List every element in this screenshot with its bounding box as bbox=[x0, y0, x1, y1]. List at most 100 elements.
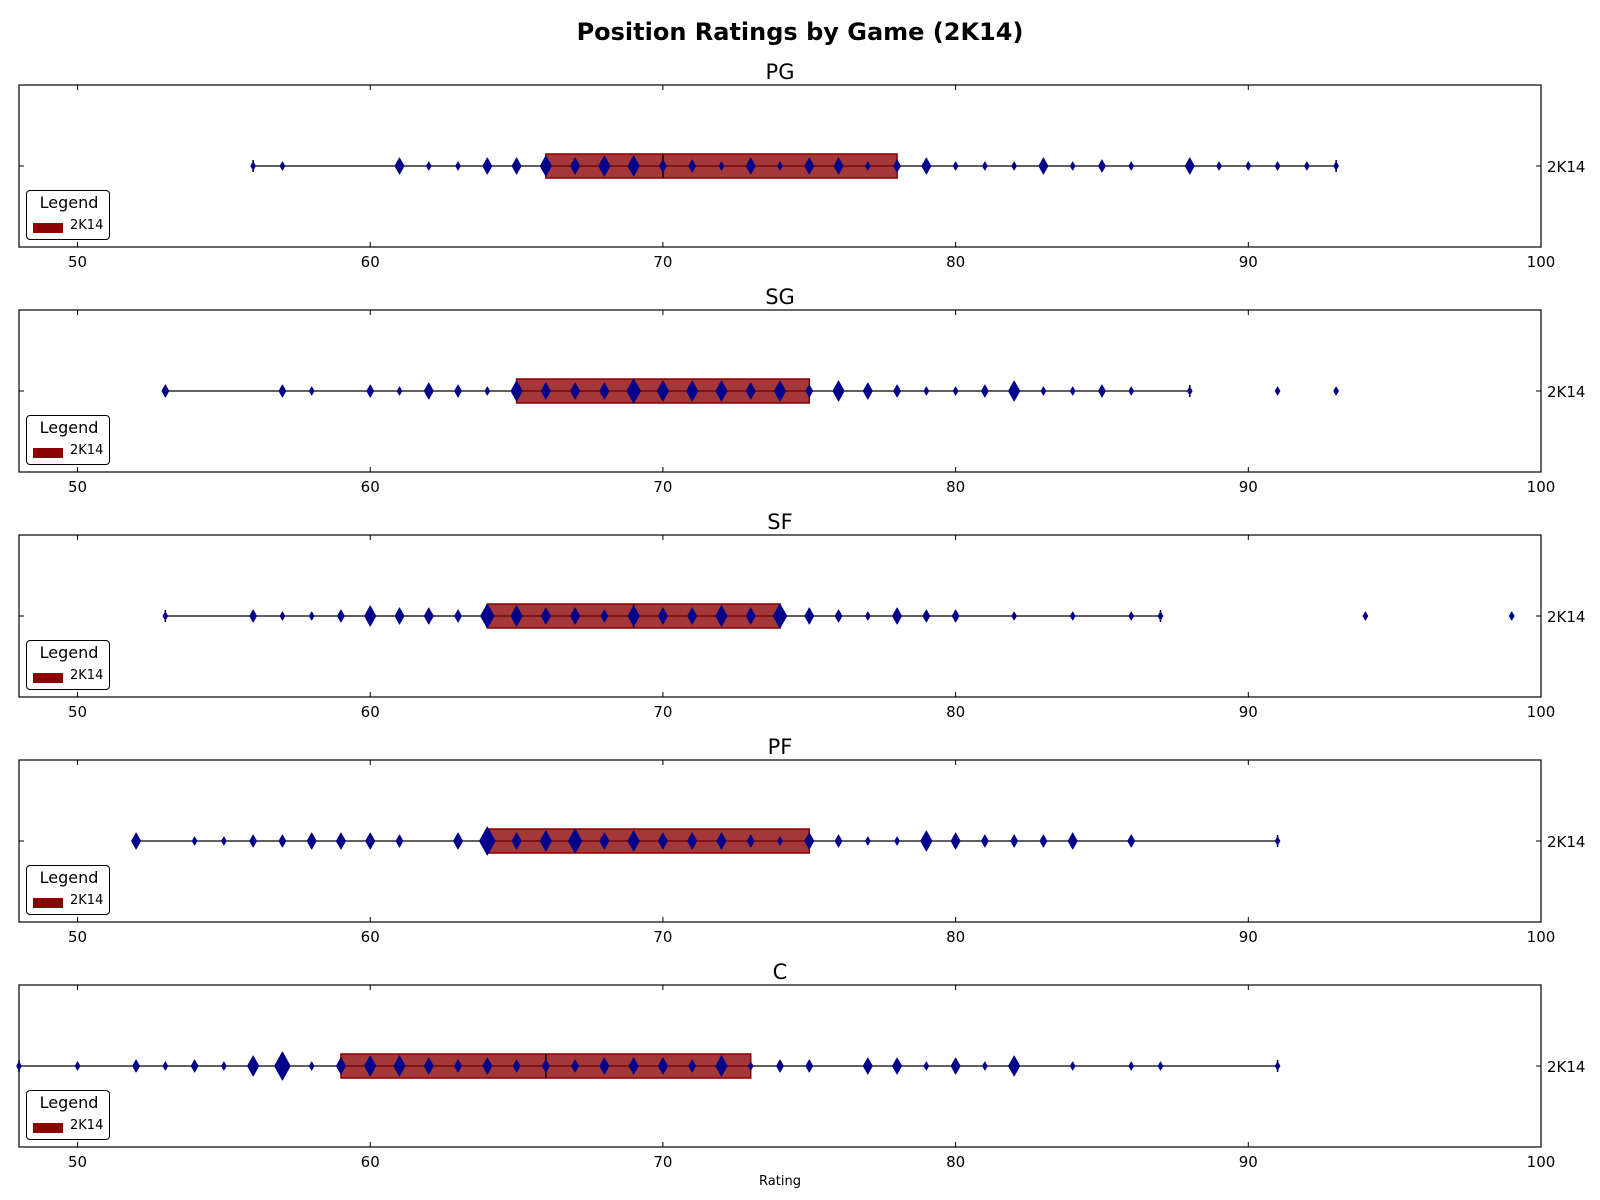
panel-pg-rating-marker bbox=[718, 161, 725, 171]
panel-sg-rating-marker bbox=[1333, 386, 1340, 396]
legend-entry-label: 2K14 bbox=[70, 443, 104, 458]
panel-pf-xtick-label: 90 bbox=[1239, 928, 1258, 946]
panel-sf-rating-marker bbox=[510, 604, 523, 628]
panel-c-rating-marker bbox=[657, 1056, 669, 1076]
panel-sf-rating-marker bbox=[745, 606, 756, 626]
panel-pf-xtick-label: 70 bbox=[653, 928, 672, 946]
panel-pg-rating-marker bbox=[394, 156, 405, 176]
panel-pf-rating-marker bbox=[452, 831, 464, 851]
panel-pg-legend: Legend 2K14 bbox=[26, 190, 110, 240]
panel-c-rating-marker bbox=[16, 1061, 22, 1071]
panel-sf-title: SF bbox=[767, 510, 792, 534]
panel-pg-xtick-label: 90 bbox=[1239, 253, 1258, 271]
panel-pf-rating-marker bbox=[716, 831, 727, 851]
panel-sg-rating-marker bbox=[484, 386, 491, 396]
panel-pg-rating-marker bbox=[455, 161, 461, 171]
panel-sg-rating-marker bbox=[396, 386, 403, 396]
panel-sf-rating-marker bbox=[772, 602, 788, 630]
panel-sf-xtick-label: 70 bbox=[653, 703, 672, 721]
panel-sg-rating-marker bbox=[626, 377, 641, 405]
panel-pf-rating-marker bbox=[478, 825, 496, 857]
panel-sg-rating-marker bbox=[656, 379, 670, 403]
panel-c-rating-marker bbox=[454, 1058, 463, 1074]
panel-c-rating-marker bbox=[541, 1058, 550, 1074]
panel-pf-rating-marker bbox=[627, 829, 640, 853]
legend-entry-label: 2K14 bbox=[70, 668, 104, 683]
panel-c-rating-marker bbox=[132, 1058, 141, 1074]
panel-sf-rating-marker bbox=[394, 606, 405, 626]
panel-pf-rating-marker bbox=[746, 833, 755, 849]
panel-c-rating-marker bbox=[74, 1061, 81, 1071]
panel-pf-rating-marker bbox=[365, 831, 376, 851]
panel-pg-xtick-label: 80 bbox=[946, 253, 965, 271]
panel-c-rating-marker bbox=[364, 1054, 377, 1078]
panel-sg-xtick-label: 50 bbox=[68, 478, 87, 496]
panel-pg-rating-marker bbox=[250, 161, 257, 171]
panel-pf-legend: Legend 2K14 bbox=[26, 865, 110, 915]
panel-pg-rating-marker bbox=[425, 161, 432, 171]
panel-sg-xtick-label: 60 bbox=[361, 478, 380, 496]
panel-sg-rating-marker bbox=[1007, 379, 1021, 403]
panel-c-xtick-label: 70 bbox=[653, 1153, 672, 1171]
panel-pf-rating-marker bbox=[657, 831, 669, 851]
panel-sf-rating-marker bbox=[951, 608, 960, 624]
panel-pg-rating-marker bbox=[598, 154, 611, 178]
panel-sg-rating-marker bbox=[805, 383, 814, 399]
panel-c-rating-marker bbox=[220, 1061, 227, 1071]
panel-c-rating-marker bbox=[423, 1056, 434, 1076]
panel-sg-rating-marker bbox=[366, 383, 375, 399]
panel-pf-rating-marker bbox=[220, 836, 227, 846]
panel-pf-rating-marker bbox=[1010, 833, 1019, 849]
panel-c-rating-marker bbox=[190, 1058, 199, 1074]
panel-c-rating-marker bbox=[1007, 1054, 1021, 1078]
panel-pf-xtick-label: 60 bbox=[361, 928, 380, 946]
panel-pf-rating-marker bbox=[1274, 836, 1281, 846]
legend-swatch bbox=[33, 898, 63, 908]
panel-pf-rating-marker bbox=[278, 833, 287, 849]
panel-sg-rating-marker bbox=[454, 383, 463, 399]
panel-pf-rating-marker bbox=[980, 833, 989, 849]
panel-pg-rating-marker bbox=[1216, 161, 1222, 171]
panel-c-rating-marker bbox=[274, 1050, 291, 1082]
panel-pg-rating-marker bbox=[1069, 161, 1076, 171]
panel-pg-rating-marker bbox=[658, 158, 667, 174]
panel-pf-rating-marker bbox=[864, 836, 871, 846]
panel-sf-rating-marker bbox=[336, 608, 345, 624]
panel-pf-rating-marker bbox=[920, 829, 933, 853]
panel-pg-rating-marker bbox=[1038, 156, 1049, 176]
panel-pf-rating-marker bbox=[777, 836, 783, 846]
panel-pg-rating-marker bbox=[1303, 161, 1310, 171]
panel-sf-rating-marker bbox=[1069, 611, 1076, 621]
panel-sg-rating-marker bbox=[980, 383, 989, 399]
panel-pg-rating-marker bbox=[1011, 161, 1018, 171]
panel-sf-rating-marker bbox=[657, 606, 669, 626]
panel-pg-rating-marker bbox=[539, 154, 553, 178]
legend-entry-label: 2K14 bbox=[70, 1118, 104, 1133]
panel-pf-rating-marker bbox=[191, 836, 198, 846]
panel-sf-rating-marker bbox=[834, 608, 843, 624]
panel-c-xtick-label: 50 bbox=[68, 1153, 87, 1171]
panel-pg-title: PG bbox=[766, 60, 795, 84]
panel-c-rating-marker bbox=[747, 1061, 754, 1071]
panel-pf-rating-marker bbox=[130, 831, 142, 851]
panel-sf-rating-marker bbox=[1157, 611, 1164, 621]
panel-pf-rating-marker bbox=[804, 831, 815, 851]
panel-sg-rating-marker bbox=[715, 379, 728, 403]
panel-sg-rating-marker bbox=[832, 379, 845, 403]
panel-pg-rating-marker bbox=[1128, 161, 1135, 171]
panel-pf-rating-marker bbox=[567, 827, 583, 855]
panel-sf-rating-marker bbox=[364, 604, 377, 628]
legend-swatch bbox=[33, 448, 63, 458]
panel-pf-rating-marker bbox=[335, 831, 347, 851]
panel-c-rating-marker bbox=[335, 1056, 347, 1076]
panel-sf-rating-marker bbox=[627, 604, 640, 628]
panel-pg-rating-marker bbox=[570, 156, 581, 176]
panel-sf-rating-marker bbox=[804, 606, 815, 626]
panel-pf-rating-marker bbox=[1067, 831, 1078, 851]
panel-sg-rating-marker bbox=[893, 383, 902, 399]
panel-sf-rating-marker bbox=[864, 611, 871, 621]
panel-sg-rating-marker bbox=[540, 381, 551, 401]
panel-pg-rating-marker bbox=[1184, 156, 1195, 176]
panel-pg-rating-marker bbox=[921, 156, 932, 176]
